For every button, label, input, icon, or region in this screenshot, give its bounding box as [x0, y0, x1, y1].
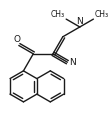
Text: O: O	[13, 35, 20, 44]
Text: N: N	[69, 58, 75, 67]
Text: CH₃: CH₃	[51, 10, 65, 19]
Text: CH₃: CH₃	[95, 10, 109, 19]
Text: N: N	[76, 17, 83, 26]
